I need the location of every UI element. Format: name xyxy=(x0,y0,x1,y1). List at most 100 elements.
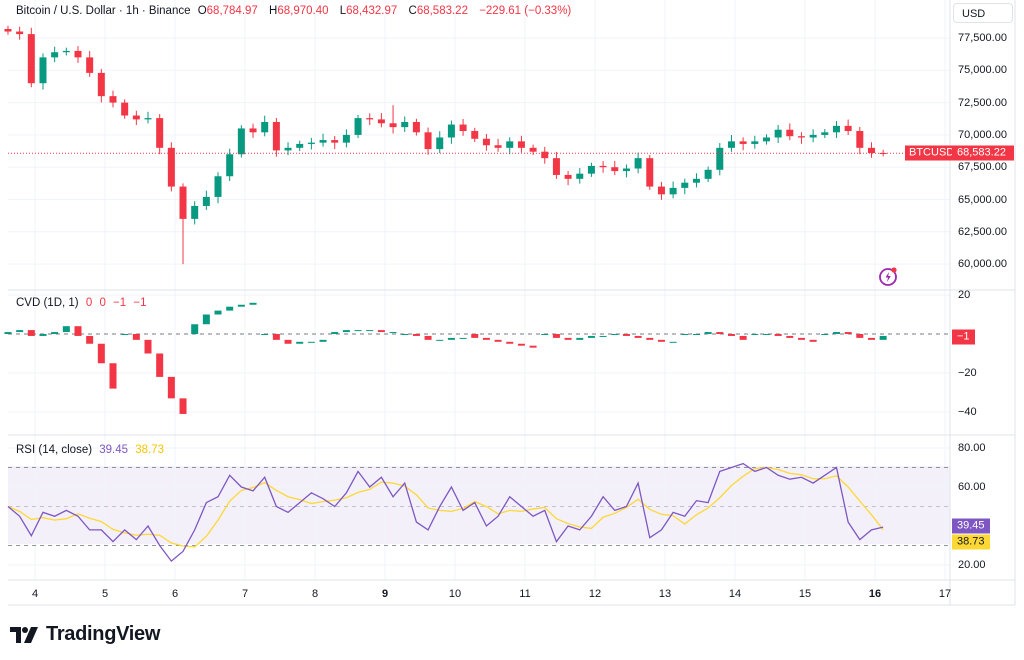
cvd-candle xyxy=(739,335,747,340)
price-candle xyxy=(506,141,514,148)
cvd-candle xyxy=(681,334,689,335)
price-candle xyxy=(529,147,537,152)
rsi-last-badge: 39.45 xyxy=(952,518,990,534)
x-tick-label: 8 xyxy=(311,588,319,600)
rsi-tick-label: 20.00 xyxy=(958,559,986,571)
currency-button[interactable]: USD xyxy=(953,3,1013,23)
price-candle xyxy=(482,138,490,146)
cvd-last-badge: −1 xyxy=(952,329,975,345)
price-tick-label: 62,500.00 xyxy=(958,225,1007,238)
price-candle xyxy=(459,124,467,132)
price-candle xyxy=(179,186,187,219)
cvd-candle xyxy=(214,310,222,315)
x-tick-label: 13 xyxy=(658,588,672,600)
high-label: H xyxy=(269,5,278,17)
cvd-candle xyxy=(494,339,502,342)
price-candle xyxy=(74,50,82,58)
price-candle xyxy=(4,28,12,32)
x-tick-label: 4 xyxy=(31,588,39,600)
cvd-candle xyxy=(821,334,829,335)
cvd-candle xyxy=(27,330,35,336)
price-candle xyxy=(704,169,712,179)
cvd-candle xyxy=(389,332,397,334)
cvd-candle xyxy=(237,304,245,307)
cvd-value: −1 xyxy=(113,297,127,309)
price-candle xyxy=(587,165,595,174)
price-tick-label: 70,000.00 xyxy=(958,128,1007,141)
price-candle xyxy=(762,137,770,142)
cvd-candle xyxy=(657,339,665,342)
cvd-candle xyxy=(156,353,164,377)
rsi-value: 39.45 xyxy=(99,444,129,456)
low-value: 68,432.97 xyxy=(346,5,398,17)
cvd-candle xyxy=(284,339,292,344)
cvd-title: CVD (1D, 1) xyxy=(16,297,79,309)
cvd-candle xyxy=(319,339,327,342)
price-candle xyxy=(191,205,199,219)
rsi-title: RSI (14, close) xyxy=(16,444,93,456)
x-tick-label: 15 xyxy=(798,588,812,600)
price-candle xyxy=(856,131,864,148)
price-tick-label: 75,000.00 xyxy=(958,64,1007,77)
cvd-candle xyxy=(121,334,129,335)
price-candle xyxy=(342,134,350,143)
cvd-candle xyxy=(132,334,140,340)
price-candle xyxy=(249,128,257,133)
tradingview-logo[interactable]: TradingView xyxy=(10,623,160,646)
price-candle xyxy=(261,121,269,133)
price-tick-label: 72,500.00 xyxy=(958,96,1007,109)
price-candle xyxy=(646,158,654,187)
close-label: C xyxy=(408,5,417,17)
rsi-tick-label: 60.00 xyxy=(958,481,986,493)
price-candle xyxy=(156,118,164,148)
price-candle xyxy=(389,123,397,128)
price-candle xyxy=(844,125,852,132)
cvd-candle xyxy=(179,398,187,414)
x-tick-label: 6 xyxy=(171,588,179,600)
cvd-candle xyxy=(144,339,152,354)
price-candle xyxy=(226,154,234,177)
cvd-candle xyxy=(506,341,514,344)
cvd-candle xyxy=(424,335,432,340)
cvd-candle xyxy=(226,306,234,311)
price-tick-label: 60,000.00 xyxy=(958,258,1007,271)
price-candle xyxy=(669,187,677,195)
cvd-candle xyxy=(634,335,642,338)
cvd-candle xyxy=(692,334,700,335)
price-candle xyxy=(576,173,584,179)
lightning-icon[interactable] xyxy=(878,266,898,286)
price-candle xyxy=(214,176,222,197)
price-candle xyxy=(377,119,385,124)
price-candle xyxy=(412,121,420,133)
cvd-candle xyxy=(447,337,455,340)
cvd-candle xyxy=(86,335,94,344)
price-candle xyxy=(821,132,829,135)
cvd-candle xyxy=(296,341,304,344)
price-candle xyxy=(354,118,362,135)
price-candle xyxy=(109,96,117,103)
cvd-value: 0 xyxy=(85,297,93,309)
price-candle xyxy=(132,115,140,120)
price-candle xyxy=(39,57,47,84)
cvd-candle xyxy=(471,334,479,338)
price-candle xyxy=(867,147,875,153)
cvd-value: 0 xyxy=(99,297,106,309)
price-candle xyxy=(739,141,747,144)
low-label: L xyxy=(339,5,347,17)
price-candle xyxy=(797,136,805,138)
symbol-badge: BTCUSD xyxy=(905,145,959,161)
cvd-candle xyxy=(797,337,805,340)
price-candle xyxy=(331,140,339,143)
cvd-candle xyxy=(564,337,572,340)
price-candle xyxy=(716,147,724,170)
cvd-candle xyxy=(529,345,537,348)
price-tick-label: 67,500.00 xyxy=(958,161,1007,174)
price-candle xyxy=(272,121,280,151)
price-candle xyxy=(284,147,292,151)
cvd-candle xyxy=(459,337,467,339)
price-candle xyxy=(832,125,840,133)
cvd-candle xyxy=(272,334,280,340)
cvd-candle xyxy=(716,332,724,334)
price-tick-label: 77,500.00 xyxy=(958,32,1007,44)
